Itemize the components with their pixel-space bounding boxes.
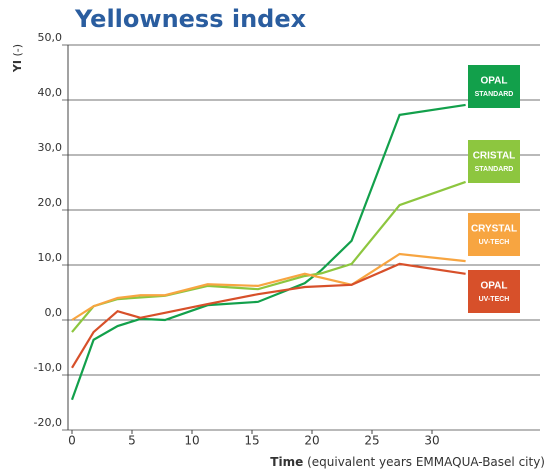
- legend-label: CRYSTAL: [471, 224, 517, 235]
- y-label-main: YI: [11, 60, 24, 73]
- legend-sublabel: UV-TECH: [479, 296, 510, 303]
- line-series: [71, 262, 466, 369]
- y-label-unit: (-): [11, 44, 24, 57]
- legend-box: [468, 270, 520, 313]
- legend-box: [468, 213, 520, 256]
- y-tick-label: 30,0: [38, 141, 63, 154]
- y-tick-label: -10,0: [34, 361, 62, 374]
- x-tick-label: 20: [304, 434, 319, 448]
- x-tick-label: 25: [364, 434, 379, 448]
- x-tick-label: 10: [184, 434, 199, 448]
- legend-label: OPAL: [480, 281, 507, 292]
- y-tick-label: 10,0: [38, 251, 63, 264]
- x-tick-label: 5: [128, 434, 136, 448]
- y-tick-label: 40,0: [38, 86, 63, 99]
- x-tick-label: 0: [68, 434, 76, 448]
- legend-sublabel: STANDARD: [475, 91, 514, 98]
- y-tick-label: 20,0: [38, 196, 63, 209]
- x-tick-label: 15: [244, 434, 259, 448]
- legend-label: CRISTAL: [473, 151, 516, 162]
- legend-sublabel: STANDARD: [475, 166, 514, 173]
- legend-box: [468, 140, 520, 183]
- chart-title: Yellowness index: [74, 5, 307, 33]
- legend-label: OPAL: [480, 76, 507, 87]
- legend-box: [468, 65, 520, 108]
- y-tick-label: 0,0: [45, 306, 63, 319]
- x-tick-label: 30: [424, 434, 439, 448]
- x-label-unit: (equivalent years EMMAQUA-Basel city): [307, 455, 545, 469]
- x-axis-label: Time (equivalent years EMMAQUA-Basel cit…: [270, 455, 545, 469]
- line-series: [71, 180, 466, 333]
- legend-sublabel: UV-TECH: [479, 239, 510, 246]
- y-axis-label: YI (-): [11, 44, 24, 73]
- line-series: [70, 103, 466, 401]
- line-series: [71, 252, 466, 321]
- x-label-main: Time: [270, 455, 303, 469]
- y-tick-label: 50,0: [38, 31, 63, 44]
- y-tick-label: -20,0: [34, 416, 62, 429]
